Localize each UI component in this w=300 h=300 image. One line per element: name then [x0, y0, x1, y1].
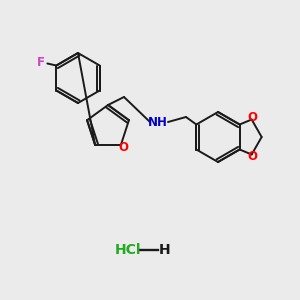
Text: HCl: HCl	[115, 243, 141, 257]
Text: H: H	[159, 243, 171, 257]
Text: O: O	[248, 111, 258, 124]
Text: NH: NH	[148, 116, 168, 128]
Text: O: O	[248, 150, 258, 163]
Text: F: F	[37, 56, 45, 69]
Text: O: O	[118, 141, 128, 154]
